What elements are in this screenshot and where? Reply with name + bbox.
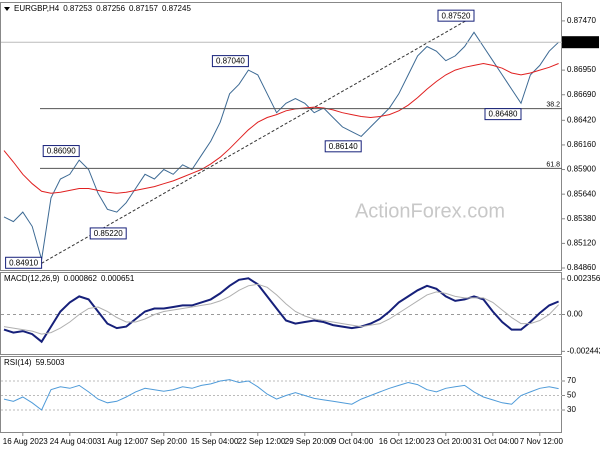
ohlc-value: 0.87157: [129, 4, 158, 13]
header-arrow: [4, 7, 10, 11]
y-tick-label: 0.85640: [567, 189, 596, 198]
last-price-box: [562, 36, 599, 49]
indicator-reading: 0.000651: [101, 274, 135, 283]
x-tick-label: 24 Aug 04:00: [50, 437, 98, 446]
x-tick-label: 23 Oct 20:00: [426, 437, 472, 446]
annotation-label: 0.87040: [216, 57, 245, 66]
y-tick-label: 30: [567, 405, 576, 414]
annotation-box: [437, 9, 475, 22]
fib-label: 38.2: [546, 101, 560, 108]
y-tick-label: 0.86420: [567, 115, 596, 124]
last-price-label: 0.87245: [565, 37, 594, 46]
annotation-label: 0.84910: [9, 258, 38, 267]
y-tick-label: 0.85900: [567, 165, 596, 174]
ohlc-value: 0.87245: [162, 4, 191, 13]
watermark: ActionForex.com: [355, 200, 505, 222]
fib-label: 61.8: [546, 161, 560, 168]
indicator-name: RSI(14): [4, 358, 32, 367]
annotation-box: [5, 256, 43, 269]
indicator-reading: 59.5003: [36, 358, 65, 367]
annotation-box: [324, 140, 362, 153]
y-tick-label: 0.87470: [567, 16, 596, 25]
annotation-box: [89, 227, 127, 240]
x-tick-label: 7 Nov 12:00: [520, 437, 564, 446]
annotation-box: [484, 108, 522, 121]
annotation-label: 0.87520: [442, 11, 471, 20]
annotation-label: 0.85220: [94, 229, 123, 238]
annotation-box: [211, 55, 249, 68]
macd-panel: [0, 272, 562, 355]
x-tick-label: 9 Oct 04:00: [332, 437, 374, 446]
y-tick-label: 0.86160: [567, 140, 596, 149]
x-tick-label: 7 Sep 20:00: [144, 437, 188, 446]
x-tick-label: 31 Oct 04:00: [473, 437, 519, 446]
y-tick-label: 0.002356: [567, 274, 600, 283]
y-tick-label: 0.86950: [567, 65, 596, 74]
ohlc-value: 0.87256: [96, 4, 125, 13]
series-line: [3, 31, 559, 260]
x-tick-label: 15 Sep 04:00: [191, 437, 239, 446]
symbol: EURGBP,H4: [14, 4, 60, 13]
y-tick-label: 70: [567, 376, 576, 385]
annotation-label: 0.86480: [489, 110, 518, 119]
annotation-label: 0.86140: [329, 142, 358, 151]
x-tick-label: 16 Oct 12:00: [379, 437, 425, 446]
indicator-name: MACD(12,26,9): [4, 274, 60, 283]
x-tick-label: 29 Sep 20:00: [285, 437, 333, 446]
x-tick-label: 22 Sep 12:00: [238, 437, 286, 446]
y-tick-label: 0.86690: [567, 90, 596, 99]
series-line: [3, 277, 559, 344]
trendline: [41, 15, 475, 264]
price-panel: [0, 2, 562, 271]
series-line: [3, 379, 559, 411]
y-tick-label: -0.002442: [567, 346, 600, 355]
series-line: [3, 62, 559, 194]
y-tick-label: 50: [567, 391, 576, 400]
rsi-panel: [0, 356, 562, 433]
x-tick-label: 16 Aug 2023: [3, 437, 48, 446]
series-line: [3, 283, 559, 335]
y-tick-label: 0.85380: [567, 214, 596, 223]
y-tick-label: 0.00: [567, 310, 583, 319]
y-tick-label: 0.84860: [567, 263, 596, 272]
annotation-label: 0.86090: [47, 147, 76, 156]
x-tick-label: 31 Aug 12:00: [97, 437, 145, 446]
y-tick-label: 0.85120: [567, 239, 596, 248]
annotation-box: [42, 145, 80, 158]
indicator-reading: 0.000862: [64, 274, 98, 283]
ohlc-value: 0.87253: [63, 4, 92, 13]
